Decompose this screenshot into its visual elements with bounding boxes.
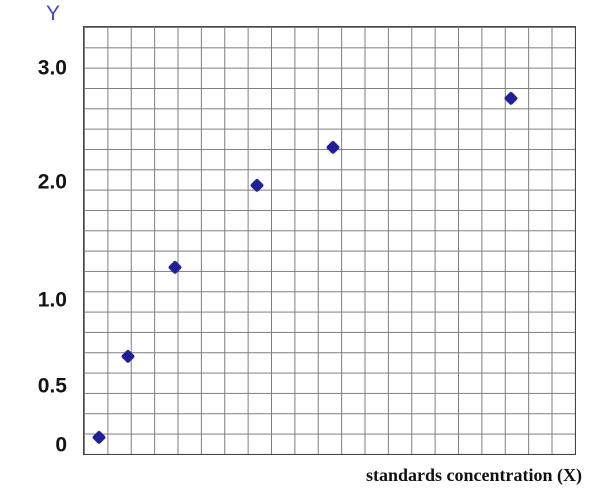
y-tick-label: 1.0: [37, 288, 67, 312]
y-tick-label: 0.5: [37, 374, 67, 398]
y-axis-title: Y: [46, 2, 61, 25]
y-tick-label: 3.0: [37, 56, 67, 80]
x-axis-title: standards concentration (X): [366, 465, 582, 485]
y-tick-label: 0: [55, 433, 67, 457]
plot-area-grid: [83, 26, 576, 455]
y-tick-label: 2.0: [37, 170, 67, 194]
